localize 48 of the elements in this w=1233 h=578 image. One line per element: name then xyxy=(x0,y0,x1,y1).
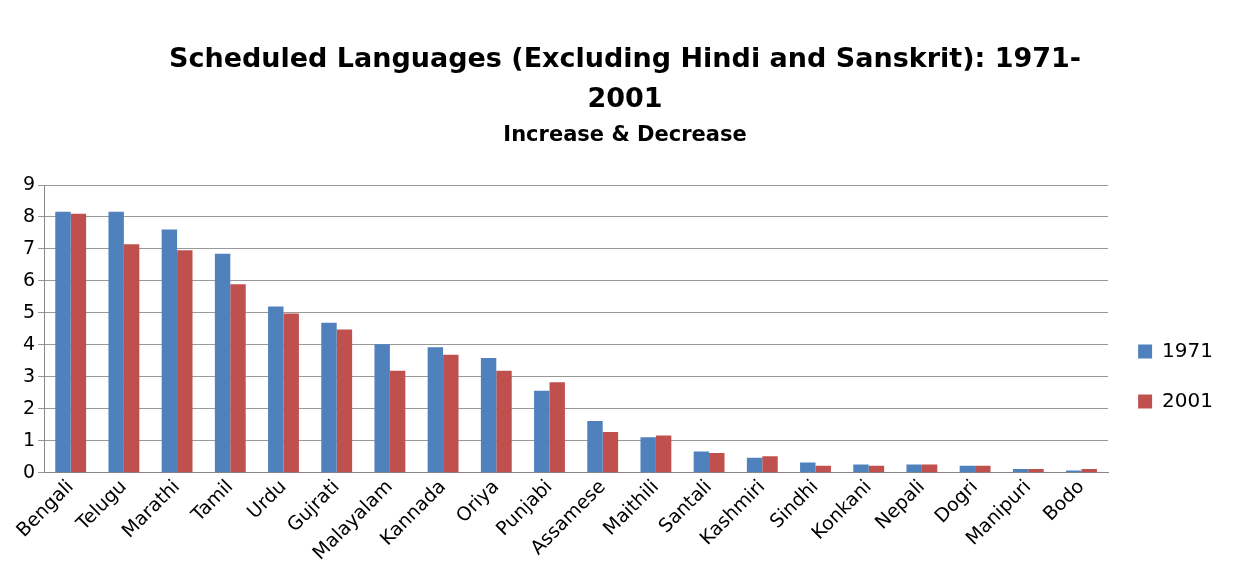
y-tick-label: 3 xyxy=(22,363,36,386)
bar xyxy=(108,211,124,473)
bar xyxy=(762,456,778,473)
legend-label: 1971 xyxy=(1162,337,1214,362)
y-tick-label: 2 xyxy=(22,395,36,418)
bar xyxy=(177,250,193,473)
bar xyxy=(906,464,922,473)
bar xyxy=(480,358,497,473)
bar xyxy=(321,322,337,473)
bar xyxy=(55,211,71,473)
bar xyxy=(161,229,178,473)
legend-label: 2001 xyxy=(1162,387,1214,412)
bar xyxy=(534,390,550,473)
bar xyxy=(427,347,444,473)
bar xyxy=(655,435,672,473)
bar xyxy=(815,465,831,473)
y-tick-label: 6 xyxy=(22,267,36,290)
bar xyxy=(746,457,763,473)
bar xyxy=(230,284,246,473)
bar xyxy=(853,464,869,473)
bar xyxy=(374,344,390,473)
bar xyxy=(640,437,656,473)
bar xyxy=(496,370,512,473)
bar xyxy=(123,244,140,473)
bar xyxy=(389,370,406,473)
y-tick-label: 9 xyxy=(22,171,36,194)
bar xyxy=(336,329,353,473)
bar xyxy=(70,213,87,473)
chart-title: Scheduled Languages (Excluding Hindi and Sanskrit): 1971-2001 xyxy=(167,41,1083,115)
bar xyxy=(443,354,459,473)
bar xyxy=(268,306,284,473)
bar xyxy=(975,465,991,473)
bar xyxy=(602,431,619,473)
y-tick-label: 4 xyxy=(22,331,36,354)
y-tick-label: 0 xyxy=(22,459,36,482)
bar xyxy=(800,462,816,473)
bar xyxy=(214,253,231,473)
bar xyxy=(549,382,565,473)
y-tick-label: 7 xyxy=(22,235,36,258)
chart-subtitle: Increase & Decrease xyxy=(502,122,748,146)
bar xyxy=(693,451,710,473)
bar xyxy=(587,421,603,473)
bar xyxy=(1028,469,1044,473)
bar xyxy=(283,313,299,473)
y-tick-label: 5 xyxy=(22,299,36,322)
y-tick-label: 8 xyxy=(22,203,36,226)
bar xyxy=(709,453,725,473)
y-tick-label: 1 xyxy=(22,427,36,450)
